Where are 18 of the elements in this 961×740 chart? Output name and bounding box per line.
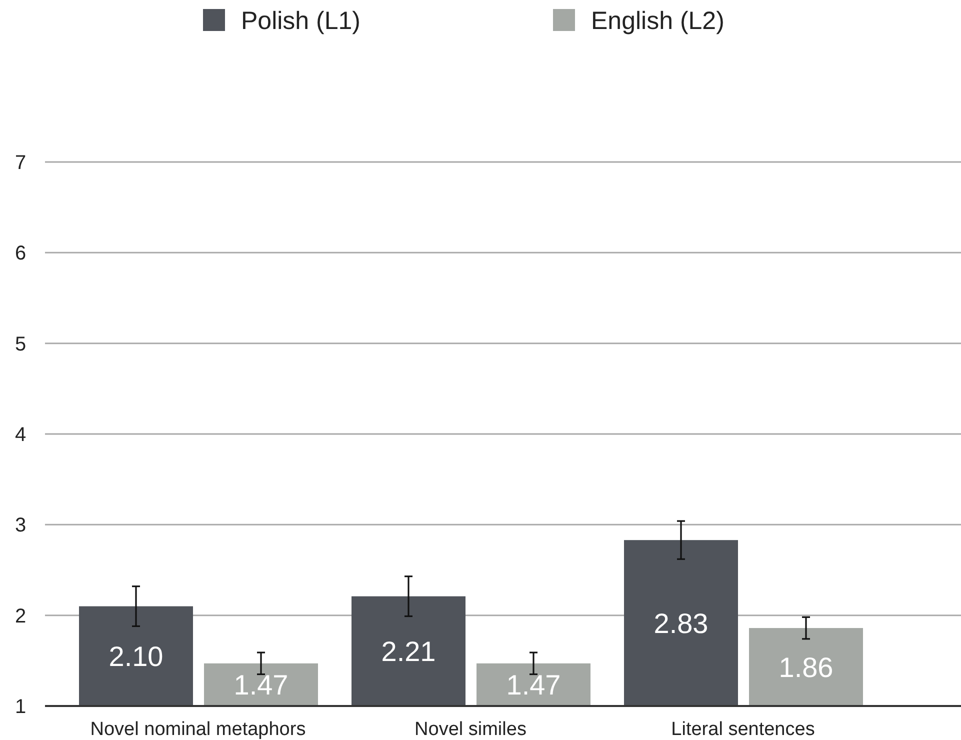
legend-label: English (L2) [591, 7, 724, 35]
y-tick-label: 3 [15, 514, 26, 537]
x-tick-label: Literal sentences [671, 719, 815, 740]
legend-label: Polish (L1) [241, 7, 360, 35]
data-label: 1.47 [506, 670, 561, 701]
y-tick-label: 1 [15, 696, 26, 718]
data-label: 2.10 [108, 641, 164, 672]
x-tick-label: Novel nominal metaphors [90, 719, 306, 740]
data-label: 2.21 [381, 636, 436, 668]
data-label: 1.47 [234, 670, 288, 701]
y-tick-label: 2 [15, 605, 26, 628]
data-label: 2.83 [654, 608, 708, 640]
y-tick-label: 4 [15, 424, 26, 446]
data-label: 1.86 [778, 652, 834, 684]
y-tick-label: 5 [15, 333, 26, 356]
y-tick-label: 6 [15, 242, 26, 265]
x-tick-label: Novel similes [414, 719, 526, 740]
y-tick-label: 7 [15, 152, 26, 174]
